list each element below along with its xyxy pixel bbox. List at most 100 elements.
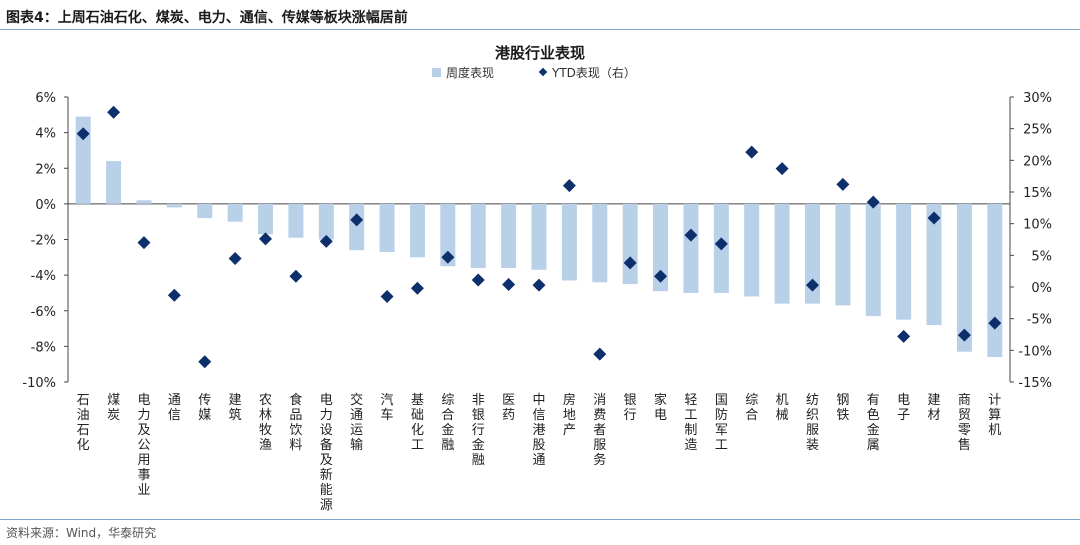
- x-tick-label: 有色金属: [867, 393, 880, 453]
- x-tick-label: 电子: [897, 393, 910, 423]
- ytd-point-通信: [167, 288, 181, 302]
- ytd-point-钢铁: [836, 177, 850, 191]
- ytd-point-计算机: [988, 316, 1002, 330]
- x-tick-label: 国防军工: [715, 393, 728, 453]
- ytd-point-电力设备及新能源: [319, 234, 333, 248]
- x-tick-label: 钢铁: [836, 393, 849, 423]
- bar-家电: [653, 203, 669, 292]
- x-tick-label: 综合: [745, 393, 758, 423]
- ytd-point-国防军工: [714, 237, 728, 251]
- bar-机械: [774, 203, 790, 304]
- ytd-point-非银行金融: [471, 273, 485, 287]
- y-left-tick-label: -10%: [22, 376, 56, 391]
- x-tick-label: 计算机: [988, 393, 1001, 438]
- bar-轻工制造: [683, 203, 699, 293]
- bar-医药: [501, 203, 517, 268]
- x-tick-label: 医药: [502, 393, 515, 423]
- x-tick-label: 交通运输: [350, 392, 363, 453]
- ytd-point-轻工制造: [684, 228, 698, 242]
- bar-建筑: [227, 203, 243, 222]
- x-tick-label: 中信港股通: [532, 393, 545, 468]
- x-tick-label: 建筑: [229, 393, 242, 423]
- y-left-tick-label: 4%: [35, 127, 56, 142]
- ytd-point-中信港股通: [532, 278, 546, 292]
- x-tick-label: 建材: [928, 393, 941, 423]
- bar-综合金融: [440, 203, 456, 267]
- y-left-tick-label: -6%: [31, 305, 56, 320]
- bar-中信港股通: [531, 203, 547, 270]
- bar-有色金属: [865, 203, 881, 317]
- y-right-tick-label: -5%: [1027, 313, 1052, 328]
- ytd-point-消费者服务: [593, 347, 607, 361]
- ytd-point-基础化工: [410, 281, 424, 295]
- ytd-point-建筑: [228, 252, 242, 265]
- y-right-tick-label: 20%: [1023, 154, 1052, 169]
- ytd-point-有色金属: [866, 195, 880, 209]
- bar-series: [75, 116, 1003, 358]
- y-right-tick-label: 10%: [1023, 218, 1052, 233]
- ytd-point-家电: [654, 269, 668, 283]
- axes: 6% 4% 2% 0% -2% -4% -6% -8% -10% 30% 25% 20% 15% 10% 5…: [22, 91, 1052, 391]
- y-left-tick-label: -2%: [31, 234, 56, 249]
- ytd-point-电力及公用事业: [137, 236, 151, 250]
- figure-caption: 图表4：上周石油石化、煤炭、电力、通信、传媒等板块涨幅居前: [6, 7, 408, 27]
- x-tick-label: 电力设备及新能源: [320, 393, 333, 513]
- x-tick-label: 纺织服装: [806, 393, 819, 453]
- bar-计算机: [987, 203, 1003, 358]
- bar-电力设备及新能源: [318, 203, 334, 240]
- y-right-tick-label: 5%: [1031, 249, 1052, 264]
- footer-rule: [0, 519, 1080, 520]
- x-tick-label: 传媒: [198, 393, 211, 423]
- legend-marker-swatch: [538, 67, 548, 77]
- ytd-point-交通运输: [350, 213, 364, 227]
- legend-bar-label: 周度表现: [446, 65, 494, 80]
- x-tick-label: 银行: [624, 393, 637, 423]
- source-note: 资料来源：Wind，华泰研究: [6, 526, 157, 540]
- y-right-tick-label: 30%: [1023, 91, 1052, 106]
- y-left-tick-label: 0%: [35, 198, 56, 213]
- y-right-tick-label: -15%: [1018, 376, 1052, 391]
- x-tick-label: 基础化工: [411, 393, 424, 453]
- figure-caption-text: 上周石油石化、煤炭、电力、通信、传媒等板块涨幅居前: [57, 10, 408, 26]
- x-tick-label: 综合金融: [441, 393, 454, 453]
- bar-农林牧渔: [258, 203, 274, 235]
- y-left-tick-label: -8%: [31, 340, 56, 355]
- ytd-point-农林牧渔: [259, 232, 273, 246]
- bar-基础化工: [409, 203, 425, 258]
- bar-煤炭: [106, 161, 122, 204]
- y-right-tick-label: 15%: [1023, 186, 1052, 201]
- bar-银行: [622, 203, 638, 285]
- ytd-point-电子: [897, 329, 911, 343]
- chart: 港股行业表现 周度表现 YTD表现（右） 6% 4% 2% 0% -2% -4% -6% -8…: [22, 44, 1052, 513]
- bar-传媒: [197, 203, 213, 219]
- ytd-point-建材: [927, 211, 941, 225]
- x-tick-label: 石油石化: [77, 393, 90, 453]
- ytd-point-银行: [623, 256, 637, 270]
- ytd-point-煤炭: [107, 105, 121, 119]
- ytd-point-食品饮料: [289, 269, 303, 283]
- bar-非银行金融: [470, 203, 486, 268]
- x-tick-label: 汽车: [381, 393, 394, 423]
- y-left-tick-label: 6%: [35, 91, 56, 106]
- legend-marker-label: YTD表现（右）: [551, 65, 636, 80]
- ytd-point-纺织服装: [805, 278, 819, 292]
- bar-钢铁: [835, 203, 851, 306]
- x-tick-label: 轻工制造: [684, 393, 697, 453]
- x-tick-label: 商贸零售: [958, 393, 971, 453]
- x-tick-label: 食品饮料: [289, 392, 302, 453]
- legend-bar-swatch: [432, 68, 441, 77]
- bar-交通运输: [349, 203, 365, 251]
- bar-综合: [744, 203, 760, 297]
- bar-纺织服装: [804, 203, 820, 304]
- y-left-tick-label: -4%: [31, 269, 56, 284]
- x-tick-label: 机械: [776, 393, 789, 423]
- bar-食品饮料: [288, 203, 304, 238]
- ytd-point-医药: [502, 277, 516, 291]
- ytd-point-综合: [745, 145, 759, 159]
- bar-房地产: [561, 203, 577, 281]
- x-tick-label: 房地产: [563, 392, 576, 438]
- y-right-tick-label: 0%: [1031, 281, 1052, 296]
- ytd-point-商贸零售: [957, 328, 971, 342]
- y-right-tick-label: -10%: [1018, 344, 1052, 359]
